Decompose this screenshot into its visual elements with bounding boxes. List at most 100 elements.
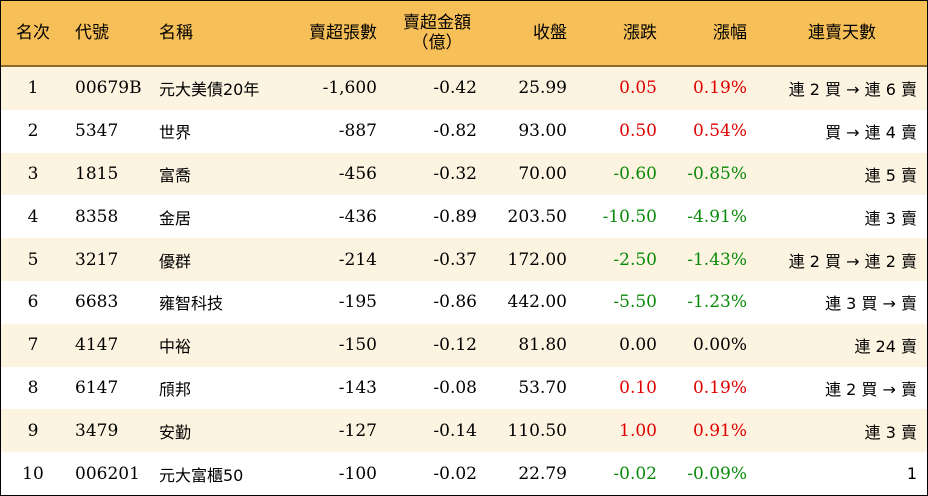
change-pct-cell: 0.00% (692, 335, 747, 356)
streak-cell: 連 24 賣 (854, 337, 917, 357)
name-cell: 元大富櫃50 (159, 465, 244, 485)
name-cell: 雍智科技 (159, 294, 224, 314)
streak-cell: 連 2 買 → 連 6 賣 (788, 80, 917, 100)
rank-cell: 6 (27, 292, 39, 313)
name-cell: 世界 (159, 123, 192, 143)
net-sell-amount-cell: -0.82 (433, 121, 477, 142)
code-cell: 4147 (75, 335, 119, 356)
streak-cell: 連 3 賣 (864, 208, 917, 228)
change-cell: 0.10 (619, 377, 657, 398)
change-pct-cell: 0.54% (692, 121, 747, 142)
net-sell-lots-cell: -214 (338, 249, 377, 270)
table-row[interactable]: 4 8358 金居 -436 -0.89 203.50 -10.50 -4.91% 連 3 賣 (1, 195, 927, 239)
net-sell-lots-cell: -195 (338, 292, 377, 313)
name-cell: 中裕 (159, 337, 192, 357)
header-change: 漲跌 (623, 23, 657, 43)
change-cell: -0.02 (613, 463, 657, 484)
code-cell: 006201 (75, 463, 140, 484)
change-pct-cell: -4.91% (687, 206, 747, 227)
net-sell-amount-cell: -0.37 (433, 249, 477, 270)
header-name: 名稱 (159, 23, 193, 43)
close-cell: 93.00 (518, 121, 567, 142)
table-row[interactable]: 1 00679B 元大美債20年 -1,600 -0.42 25.99 0.05 0.19% 連… (1, 67, 927, 110)
streak-cell: 連 2 買 → 連 2 賣 (788, 251, 917, 271)
header-change-pct: 漲幅 (713, 23, 747, 43)
header-net-sell-lots: 賣超張數 (309, 23, 377, 43)
table-row[interactable]: 6 6683 雍智科技 -195 -0.86 442.00 -5.50 -1.23% 連 3 買… (1, 280, 927, 324)
rank-cell: 3 (27, 163, 39, 184)
net-sell-amount-cell: -0.32 (433, 163, 477, 184)
table-row[interactable]: 3 1815 富喬 -456 -0.32 70.00 -0.60 -0.85% 連 5 賣 (1, 152, 927, 196)
header-row: 名次 代號 名稱 賣超張數 賣超金額 （億） 收盤 漲跌 漲幅 連賣天數 (1, 1, 927, 65)
net-sell-amount-cell: -0.08 (433, 377, 477, 398)
table-row[interactable]: 5 3217 優群 -214 -0.37 172.00 -2.50 -1.43% 連 2 買 →… (1, 238, 927, 281)
code-cell: 5347 (75, 121, 119, 142)
name-cell: 優群 (159, 251, 192, 271)
code-cell: 6147 (75, 377, 119, 398)
change-pct-cell: -0.09% (687, 463, 747, 484)
net-sell-amount-cell: -0.02 (433, 463, 477, 484)
close-cell: 25.99 (518, 78, 567, 99)
rank-cell: 7 (27, 335, 39, 356)
change-cell: -2.50 (613, 249, 657, 270)
streak-cell: 買 → 連 4 賣 (825, 123, 917, 143)
table-row[interactable]: 2 5347 世界 -887 -0.82 93.00 0.50 0.54% 買 → 連 4 賣 (1, 109, 927, 153)
name-cell: 安勤 (159, 422, 192, 442)
change-cell: 0.50 (619, 121, 657, 142)
change-cell: 0.05 (619, 78, 657, 99)
close-cell: 203.50 (507, 206, 567, 227)
header-net-sell-amount: 賣超金額 （億） (387, 1, 487, 65)
net-sell-lots-cell: -1,600 (322, 78, 377, 99)
rank-cell: 9 (27, 420, 39, 441)
close-cell: 22.79 (518, 463, 567, 484)
rank-cell: 10 (22, 463, 44, 484)
change-pct-cell: 0.19% (692, 78, 747, 99)
streak-cell: 連 2 買 → 賣 (825, 379, 917, 399)
close-cell: 172.00 (507, 249, 567, 270)
change-cell: 0.00 (619, 335, 657, 356)
close-cell: 110.50 (507, 420, 567, 441)
rank-cell: 5 (27, 249, 39, 270)
change-cell: 1.00 (619, 420, 657, 441)
close-cell: 81.80 (518, 335, 567, 356)
change-pct-cell: -0.85% (687, 163, 747, 184)
header-net-sell-amount-line1: 賣超金額 (403, 13, 471, 33)
header-net-sell-amount-line2: （億） (411, 33, 463, 53)
name-cell: 頎邦 (159, 379, 192, 399)
code-cell: 6683 (75, 292, 119, 313)
rank-cell: 8 (27, 377, 39, 398)
net-sell-amount-cell: -0.12 (433, 335, 477, 356)
net-sell-lots-cell: -150 (338, 335, 377, 356)
rank-cell: 4 (27, 206, 39, 227)
table-body: 1 00679B 元大美債20年 -1,600 -0.42 25.99 0.05 0.19% 連… (1, 67, 927, 495)
table-row[interactable]: 7 4147 中裕 -150 -0.12 81.80 0.00 0.00% 連 24 賣 (1, 323, 927, 367)
change-pct-cell: -1.23% (687, 292, 747, 313)
name-cell: 元大美債20年 (159, 80, 260, 100)
streak-cell: 連 3 賣 (864, 422, 917, 442)
header-rank: 名次 (16, 23, 50, 43)
header-close: 收盤 (533, 23, 567, 43)
streak-cell: 1 (906, 464, 917, 484)
code-cell: 00679B (75, 78, 142, 99)
net-sell-lots-cell: -127 (338, 420, 377, 441)
header-streak: 連賣天數 (808, 23, 876, 43)
net-sell-amount-cell: -0.14 (433, 420, 477, 441)
name-cell: 金居 (159, 208, 192, 228)
close-cell: 442.00 (507, 292, 567, 313)
code-cell: 1815 (75, 163, 119, 184)
net-sell-amount-cell: -0.86 (433, 292, 477, 313)
name-cell: 富喬 (159, 165, 192, 185)
table-row[interactable]: 9 3479 安勤 -127 -0.14 110.50 1.00 0.91% 連 3 賣 (1, 409, 927, 453)
net-sell-lots-cell: -887 (338, 121, 377, 142)
header-divider (1, 65, 927, 67)
rank-cell: 2 (27, 121, 39, 142)
close-cell: 53.70 (518, 377, 567, 398)
net-sell-amount-cell: -0.42 (433, 78, 477, 99)
table-row[interactable]: 10 006201 元大富櫃50 -100 -0.02 22.79 -0.02 -0.09% 1 (1, 452, 927, 495)
streak-cell: 連 5 賣 (864, 165, 917, 185)
change-cell: -10.50 (602, 206, 657, 227)
table-row[interactable]: 8 6147 頎邦 -143 -0.08 53.70 0.10 0.19% 連 2 買 → 賣 (1, 366, 927, 410)
change-cell: -0.60 (613, 163, 657, 184)
